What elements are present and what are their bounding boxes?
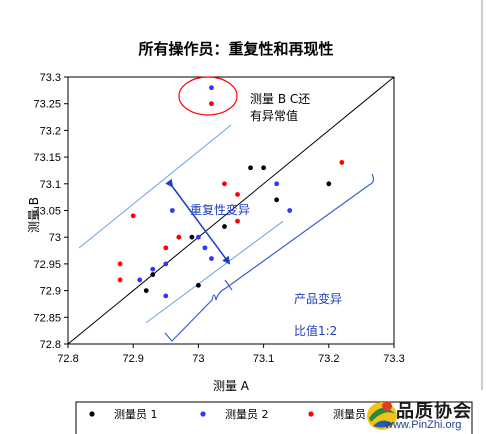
data-point <box>235 218 240 224</box>
data-point <box>222 224 227 229</box>
data-point <box>209 85 214 91</box>
legend-label: 测量员 3 <box>333 408 377 421</box>
legend: 测量员 1 测量员 2 测量员 3 <box>89 408 377 421</box>
upper-band-line <box>78 124 232 249</box>
x-tick-label: 73.3 <box>383 353 404 365</box>
x-tick-label: 72.9 <box>122 353 143 365</box>
legend-marker <box>308 411 314 417</box>
legend-marker <box>89 411 95 417</box>
data-point <box>326 181 332 187</box>
y-tick-label: 73.25 <box>33 99 61 111</box>
y-tick-label: 73.1 <box>40 179 61 191</box>
data-point <box>196 282 201 288</box>
data-point <box>150 266 156 272</box>
y-axis-ticks: 72.8 72.85 72.9 72.95 73 73.05 73.1 73.15 73.2 73… <box>33 72 68 351</box>
repeatability-arrow <box>165 178 231 265</box>
y-tick-label: 73.15 <box>33 152 61 164</box>
data-point <box>189 234 195 240</box>
data-point <box>209 101 214 107</box>
watermark-url: www.PinZhi.org <box>385 419 462 431</box>
data-point <box>143 288 149 293</box>
data-point <box>287 208 293 213</box>
data-point <box>130 213 136 219</box>
x-axis-ticks: 72.8 72.9 73 73.1 73.2 73.3 <box>57 344 405 365</box>
x-axis-label: 测量 A <box>213 379 250 393</box>
data-point <box>176 234 182 240</box>
y-tick-label: 73.2 <box>40 125 61 137</box>
y-tick-label: 73.05 <box>33 206 61 218</box>
watermark-title: 品质协会 <box>396 401 472 422</box>
product-variation-label: 产品变异 <box>294 291 342 306</box>
identity-line <box>67 76 395 345</box>
data-point <box>163 293 169 299</box>
data-point <box>248 165 253 171</box>
data-point <box>117 261 123 267</box>
data-point <box>209 256 214 261</box>
y-tick-label: 72.95 <box>33 259 61 271</box>
data-point <box>169 208 175 213</box>
data-point <box>137 277 143 283</box>
data-point <box>261 165 266 171</box>
ratio-label: 比值1:2 <box>294 323 337 338</box>
legend-box <box>75 401 473 434</box>
repeatability-label: 重复性变异 <box>190 202 250 217</box>
data-point <box>117 277 123 283</box>
y-tick-label: 72.85 <box>33 312 61 324</box>
data-point <box>274 181 280 187</box>
product-variation-bracket <box>164 173 375 342</box>
data-point <box>163 261 169 267</box>
x-tick-label: 72.8 <box>57 353 78 365</box>
annotation-shapes <box>164 76 375 342</box>
x-tick-label: 73.2 <box>318 353 339 365</box>
y-axis-label: 测量 B <box>27 197 41 233</box>
pinzhi-logo-icon <box>367 401 397 430</box>
y-tick-label: 73 <box>49 232 61 244</box>
bracket-tick <box>224 279 233 291</box>
outlier-label-line2: 有异常值 <box>250 108 298 123</box>
legend-marker <box>200 411 206 417</box>
y-tick-label: 73.3 <box>40 72 61 84</box>
data-points <box>117 85 345 299</box>
data-point <box>274 197 280 203</box>
x-tick-label: 73 <box>192 353 204 365</box>
y-tick-label: 72.9 <box>40 286 61 298</box>
data-point <box>202 245 208 251</box>
data-point <box>150 272 156 277</box>
y-tick-label: 72.8 <box>40 339 61 351</box>
data-point <box>235 192 240 197</box>
reference-lines <box>67 76 395 345</box>
x-tick-label: 73.1 <box>253 353 274 365</box>
chart-title: 所有操作员：重复性和再现性 <box>138 40 333 58</box>
legend-label: 测量员 1 <box>114 408 158 421</box>
legend-label: 测量员 2 <box>225 408 269 421</box>
data-point <box>163 245 169 251</box>
outlier-circle <box>178 76 238 116</box>
outlier-label-line1: 测量 B C还 <box>250 92 310 106</box>
data-point <box>339 160 345 165</box>
data-point <box>222 181 227 187</box>
data-point <box>196 234 201 240</box>
lower-band-line <box>145 220 284 324</box>
